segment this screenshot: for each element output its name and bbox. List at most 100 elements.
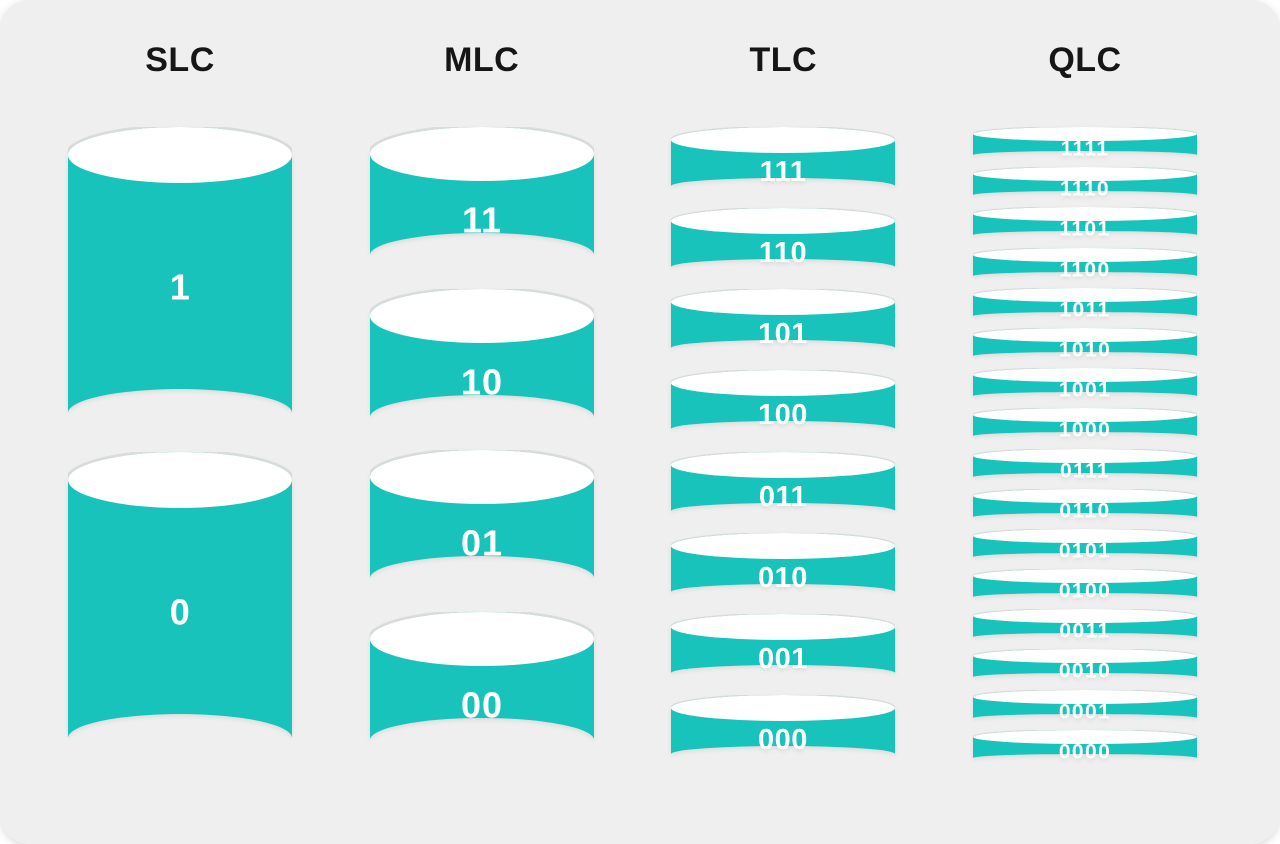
cylinder-top-ellipse (972, 729, 1197, 744)
cell-bits-label: 100 (758, 399, 808, 431)
cylinder-top-ellipse (972, 368, 1197, 383)
cell-bits-label: 1110 (1060, 178, 1110, 200)
cylinder-top-ellipse (972, 488, 1197, 503)
cylinder-qlc-1110: 1110 (972, 167, 1197, 200)
cylinder-cap-shadow (369, 450, 594, 478)
cell-bits-label: 011 (759, 481, 807, 513)
cylinder-cap-shadow (369, 611, 594, 640)
columns-container: SLC 1 0 MLC 11 10 01 00 TLC 111 110 101 100 011 010 001… (68, 40, 1197, 762)
cylinder-mlc-01: 01 (369, 450, 594, 579)
column-qlc: QLC 1111 1110 1101 1100 1011 1010 1001 1000 0111 0… (972, 40, 1197, 762)
cell-bits-label: 111 (760, 156, 807, 188)
cylinder-top-ellipse (369, 127, 594, 181)
cylinder-top-ellipse (68, 127, 292, 183)
cylinder-tlc-000: 000 (671, 694, 896, 756)
cylinder-top-ellipse (972, 649, 1197, 664)
cylinder-cap-shadow (369, 288, 594, 316)
cylinder-qlc-0101: 0101 (972, 528, 1197, 561)
cylinder-qlc-0010: 0010 (972, 649, 1197, 682)
cylinder-tlc-110: 110 (671, 208, 896, 269)
cell-bits-label: 0110 (1059, 499, 1110, 521)
cell-bits-label: 1010 (1059, 338, 1111, 360)
cylinder-top-ellipse (972, 327, 1197, 342)
cylinder-cap-shadow (972, 287, 1197, 296)
cell-bits-label: 0011 (1059, 620, 1110, 642)
cylinder-top-ellipse (972, 408, 1197, 423)
cell-bits-label: 1111 (1061, 138, 1110, 160)
cell-bits-label: 1000 (1059, 419, 1111, 441)
cell-bits-label: 1100 (1059, 258, 1110, 280)
cylinder-top-ellipse (671, 208, 896, 235)
cylinder-qlc-1011: 1011 (972, 287, 1197, 320)
cell-bits-label: 01 (461, 523, 503, 564)
cell-bits-label: 1101 (1059, 218, 1110, 240)
cylinder-cap-shadow (972, 408, 1197, 416)
cylinder-slc-1: 1 (68, 127, 292, 413)
cell-bits-label: 001 (758, 643, 808, 675)
cell-bits-label: 0101 (1059, 539, 1111, 561)
cylinder-qlc-0001: 0001 (972, 689, 1197, 722)
cylinder-stack-mlc: 11 10 01 00 (369, 127, 594, 762)
cylinder-top-ellipse (671, 532, 896, 559)
cylinder-qlc-0011: 0011 (972, 609, 1197, 642)
column-title-tlc: TLC (749, 41, 818, 79)
cell-bits-label: 101 (758, 318, 808, 350)
cylinder-top-ellipse (972, 528, 1197, 543)
cylinder-top-ellipse (972, 569, 1197, 584)
cylinder-top-ellipse (972, 207, 1197, 222)
cylinder-top-ellipse (369, 450, 594, 505)
cylinder-qlc-1101: 1101 (972, 207, 1197, 240)
cylinder-qlc-0111: 0111 (972, 448, 1197, 481)
cylinder-cap-shadow (671, 451, 896, 465)
cylinder-top-ellipse (369, 611, 594, 666)
cylinder-top-ellipse (972, 127, 1197, 141)
cylinder-mlc-00: 00 (369, 611, 594, 740)
column-title-mlc: MLC (444, 41, 520, 79)
cell-bits-label: 1011 (1059, 298, 1110, 320)
cell-bits-label: 0 (170, 592, 191, 633)
cylinder-cap-shadow (671, 370, 896, 384)
cylinder-top-ellipse (972, 609, 1197, 624)
cylinder-tlc-001: 001 (671, 613, 896, 675)
cylinder-body (68, 452, 292, 738)
cell-bits-label: 010 (758, 562, 808, 594)
cylinder-top-ellipse (671, 289, 896, 316)
cylinder-qlc-1100: 1100 (972, 247, 1197, 280)
cell-bits-label: 0111 (1060, 459, 1110, 481)
cylinder-tlc-101: 101 (671, 289, 896, 350)
column-mlc: MLC 11 10 01 00 (369, 40, 594, 762)
cylinder-tlc-010: 010 (671, 532, 896, 594)
cylinder-body (68, 127, 292, 413)
cylinder-top-ellipse (671, 694, 896, 721)
cylinder-top-ellipse (972, 247, 1197, 262)
column-slc: SLC 1 0 (68, 40, 292, 762)
cylinder-qlc-0000: 0000 (972, 729, 1197, 762)
cylinder-tlc-111: 111 (671, 127, 896, 188)
cell-bits-label: 1001 (1059, 379, 1111, 401)
cylinder-top-ellipse (972, 448, 1197, 463)
cylinder-top-ellipse (972, 689, 1197, 704)
cylinder-qlc-0110: 0110 (972, 488, 1197, 521)
cylinder-slc-0: 0 (68, 452, 292, 738)
column-title-qlc: QLC (1048, 41, 1122, 79)
cylinder-qlc-0100: 0100 (972, 569, 1197, 601)
cylinder-qlc-1000: 1000 (972, 408, 1197, 441)
cylinder-top-ellipse (671, 613, 896, 640)
cylinder-top-ellipse (972, 287, 1197, 302)
cylinder-cap-shadow (972, 448, 1197, 457)
cell-bits-label: 0010 (1059, 660, 1111, 682)
cell-bits-label: 0001 (1059, 700, 1111, 722)
cylinder-tlc-011: 011 (671, 451, 896, 513)
cylinder-top-ellipse (671, 370, 896, 397)
cylinder-qlc-1010: 1010 (972, 327, 1197, 360)
cylinder-cap-shadow (972, 368, 1197, 376)
cell-bits-label: 0000 (1059, 740, 1111, 762)
cylinder-mlc-11: 11 (369, 127, 594, 255)
cylinder-top-ellipse (671, 127, 896, 153)
cell-bits-label: 11 (462, 200, 502, 241)
cylinder-cap-shadow (972, 327, 1197, 336)
column-title-slc: SLC (145, 41, 215, 79)
